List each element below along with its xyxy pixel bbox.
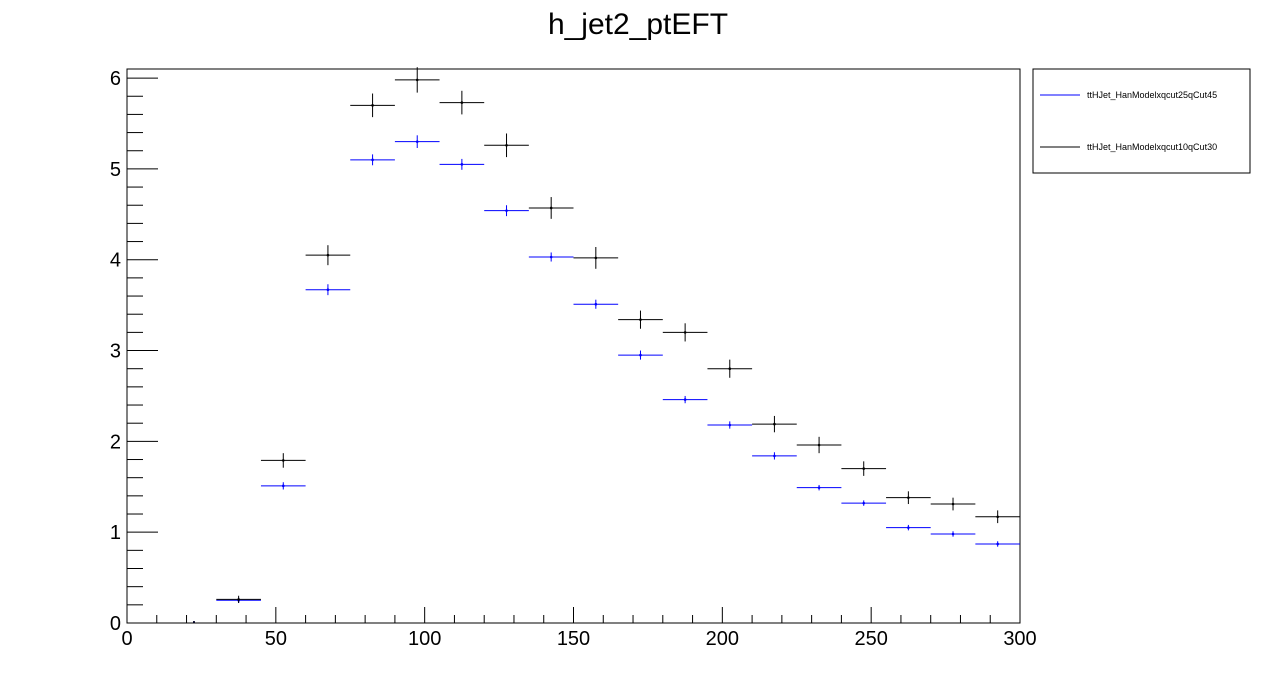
y-tick-label: 5 <box>110 159 121 181</box>
data-point <box>683 398 687 401</box>
y-tick-label: 6 <box>110 68 121 90</box>
data-point <box>683 331 687 334</box>
data-point <box>728 423 732 427</box>
data-point <box>192 621 195 623</box>
data-point <box>460 163 464 166</box>
x-tick-label: 50 <box>265 628 287 650</box>
y-tick-label: 0 <box>110 613 121 635</box>
x-tick-label: 100 <box>408 628 441 650</box>
y-tick-label: 1 <box>110 522 121 544</box>
legend-label-series-2: ttHJet_HanModelxqcut10qCut30 <box>1087 142 1217 152</box>
data-point <box>326 253 330 257</box>
data-point <box>549 206 553 210</box>
data-point <box>773 454 776 458</box>
data-point <box>237 598 240 601</box>
data-point <box>639 353 642 357</box>
y-tick-label: 2 <box>110 431 121 453</box>
data-point <box>415 78 419 82</box>
data-point <box>728 367 732 371</box>
data-point <box>505 209 508 212</box>
data-point <box>549 255 553 259</box>
data-point <box>371 104 374 107</box>
data-point <box>817 486 821 489</box>
data-point <box>817 443 821 447</box>
legend-label-series-1: ttHJet_HanModelxqcut25qCut45 <box>1087 90 1217 100</box>
data-point <box>460 101 464 104</box>
data-point <box>281 484 285 488</box>
data-point <box>505 143 508 147</box>
x-tick-label: 300 <box>1003 628 1036 650</box>
data-point <box>773 422 776 426</box>
data-point <box>415 140 419 143</box>
data-point <box>594 256 598 260</box>
data-point <box>951 532 955 536</box>
x-tick-label: 0 <box>121 628 132 650</box>
data-point <box>996 515 999 519</box>
data-point <box>639 318 642 321</box>
legend-box <box>1032 68 1251 174</box>
series-2 <box>192 67 1020 623</box>
data-point <box>371 158 374 162</box>
data-point <box>326 288 330 291</box>
data-point <box>862 501 866 505</box>
data-point <box>907 526 910 529</box>
y-axis: 0 1 2 3 4 5 6 <box>110 68 158 635</box>
data-point <box>862 467 866 470</box>
y-tick-label: 4 <box>110 250 121 272</box>
x-tick-label: 250 <box>854 628 887 650</box>
x-axis: 0 50 100 150 200 250 300 <box>121 607 1037 650</box>
data-point <box>594 302 598 306</box>
data-point <box>281 459 285 462</box>
y-tick-label: 3 <box>110 341 121 363</box>
data-point <box>996 542 999 546</box>
x-tick-label: 200 <box>706 628 739 650</box>
chart-title: h_jet2_ptEFT <box>548 8 728 41</box>
series-1 <box>192 135 1020 623</box>
series-layer <box>192 67 1020 623</box>
data-point <box>951 502 955 506</box>
legend: ttHJet_HanModelxqcut25qCut45 ttHJet_HanM… <box>1032 68 1251 174</box>
x-tick-label: 150 <box>557 628 590 650</box>
data-point <box>907 496 910 499</box>
